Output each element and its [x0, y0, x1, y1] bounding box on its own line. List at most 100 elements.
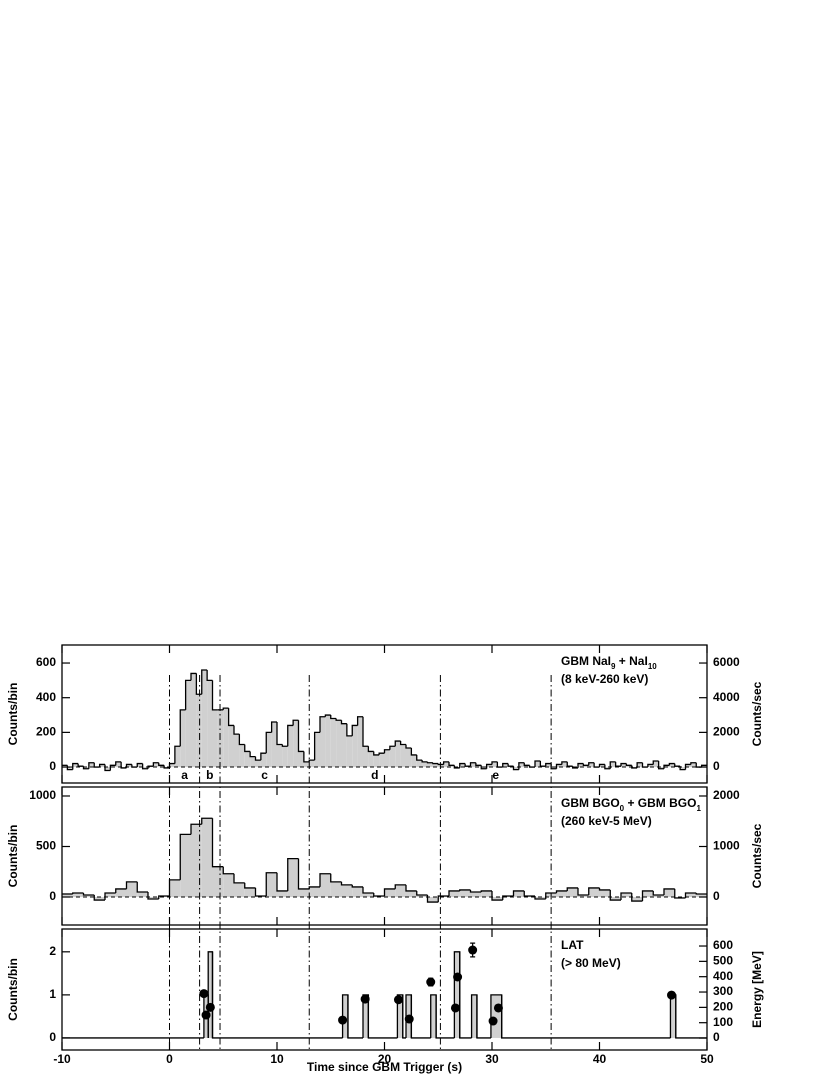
histogram-bar: [658, 767, 664, 769]
histogram-bar: [438, 764, 444, 768]
histogram-outline: [480, 765, 487, 770]
y-tick-label: 0: [49, 889, 56, 903]
histogram-outline: [588, 762, 595, 766]
data-point: [468, 945, 478, 955]
histogram-outline: [249, 751, 256, 758]
data-point: [426, 977, 436, 987]
histogram-bar: [287, 858, 299, 898]
histogram-outline: [287, 857, 299, 891]
histogram-outline: [668, 762, 675, 766]
histogram-outline: [98, 763, 105, 768]
histogram-bar: [610, 897, 621, 901]
x-tick-label: 40: [593, 1052, 607, 1066]
y2-tick-label: 2000: [713, 725, 740, 739]
panel-label: (260 keV-5 MeV): [561, 814, 652, 828]
interval-label: e: [492, 768, 499, 782]
histogram-outline: [448, 761, 455, 766]
histogram-bar: [492, 761, 498, 768]
histogram-bar: [664, 888, 675, 898]
histogram-outline: [609, 761, 616, 769]
histogram-outline: [657, 760, 664, 770]
histogram-bar: [314, 732, 320, 768]
histogram-outline: [426, 761, 433, 764]
histogram-bar: [416, 894, 428, 898]
histogram-bar: [137, 763, 143, 768]
histogram-bar: [180, 709, 186, 768]
histogram-bar: [287, 725, 294, 768]
histogram-bar: [158, 765, 165, 768]
y-tick-label: 2: [49, 944, 56, 958]
histogram-bar: [320, 873, 331, 898]
histogram-outline: [593, 762, 600, 768]
histogram-outline: [501, 994, 671, 1039]
data-point: [393, 995, 403, 1005]
histogram-outline: [319, 716, 326, 733]
data-point: [360, 994, 370, 1004]
histogram-bar: [561, 761, 568, 768]
histogram-outline: [163, 765, 170, 769]
histogram-outline: [233, 873, 245, 884]
interval-label: a: [181, 768, 188, 782]
histogram-outline: [663, 888, 675, 895]
histogram-outline: [402, 994, 406, 1039]
y-axis-title: Counts/bin: [6, 825, 20, 888]
histogram-bar: [191, 673, 197, 768]
panel-label: (> 80 MeV): [561, 956, 621, 970]
histogram-bar: [363, 892, 374, 898]
histogram-outline: [695, 762, 702, 768]
histogram-bar: [169, 763, 175, 768]
y-tick-label: 600: [36, 655, 56, 669]
histogram-outline: [136, 881, 148, 893]
histogram-outline: [410, 747, 417, 756]
histogram-bar: [72, 763, 79, 768]
histogram-outline: [195, 673, 202, 695]
y2-tick-label: 100: [713, 1015, 733, 1029]
histogram-outline: [663, 764, 670, 769]
histogram-bar: [352, 886, 363, 898]
histogram-bar: [373, 754, 380, 768]
histogram-outline: [435, 994, 455, 1039]
histogram-bar: [664, 765, 670, 768]
y-tick-label: 0: [49, 1030, 56, 1044]
y2-tick-label: 400: [713, 969, 733, 983]
histogram-outline: [104, 892, 116, 901]
histogram-outline: [566, 887, 578, 891]
histogram-bar: [201, 818, 213, 898]
histogram-bar: [621, 763, 627, 768]
histogram-bar: [99, 764, 105, 768]
histogram-outline: [534, 760, 541, 768]
y2-tick-label: 6000: [713, 655, 740, 669]
histogram-bar: [411, 754, 417, 768]
histogram-bar: [83, 767, 89, 769]
histogram-outline: [190, 823, 202, 835]
histogram-bar: [384, 888, 396, 898]
histogram-outline: [238, 734, 245, 746]
histogram-outline: [109, 764, 116, 771]
histogram-bar: [346, 735, 353, 768]
histogram-outline: [93, 894, 105, 901]
histogram-outline: [319, 873, 331, 887]
histogram-outline: [115, 761, 122, 766]
histogram-bar: [653, 894, 664, 898]
panel-label-part: 9: [611, 662, 616, 671]
histogram-outline: [652, 890, 664, 896]
histogram-bar: [363, 994, 369, 1038]
histogram-bar: [174, 746, 181, 768]
histogram-outline: [437, 895, 449, 903]
histogram-outline: [416, 890, 428, 896]
histogram-bar: [535, 760, 541, 768]
histogram-bar: [551, 767, 557, 769]
histogram-outline: [631, 892, 643, 902]
histogram-bar: [330, 881, 342, 898]
histogram-outline: [464, 763, 471, 767]
histogram-outline: [491, 890, 503, 901]
histogram-outline: [641, 890, 654, 902]
histogram-outline: [442, 761, 449, 765]
histogram-bar: [545, 763, 552, 768]
data-point: [205, 1002, 215, 1012]
histogram-outline: [598, 763, 605, 768]
histogram-outline: [356, 716, 363, 726]
histogram-bar: [277, 744, 283, 768]
histogram-outline: [174, 745, 181, 764]
histogram-bar: [282, 746, 288, 768]
